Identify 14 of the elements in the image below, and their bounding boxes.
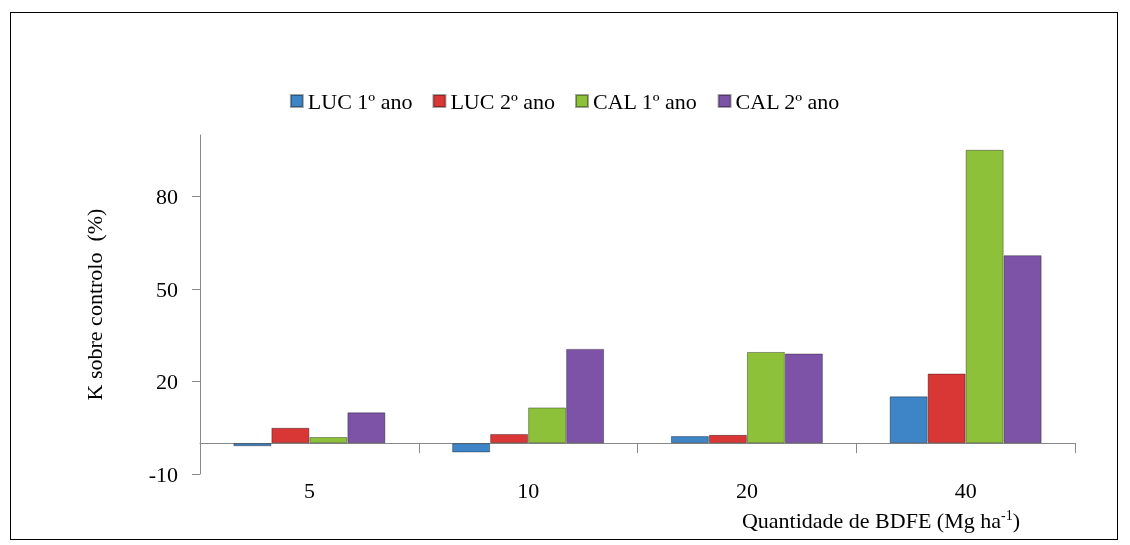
y-axis-title: K sobre controlo (%) (81, 208, 107, 401)
y-tick-label: -10 (148, 461, 178, 487)
x-tick-label: 10 (517, 477, 540, 503)
legend-label: LUC 2º ano (450, 88, 556, 114)
x-tick-label: 40 (954, 477, 977, 503)
legend-label: LUC 1º ano (307, 88, 413, 114)
y-tick-label: 50 (156, 276, 178, 302)
legend-label: CAL 1º ano (593, 88, 697, 114)
y-tick-label: 20 (156, 369, 178, 395)
bar (452, 443, 491, 453)
y-tick-label: 80 (156, 184, 178, 210)
x-tick-label: 20 (735, 477, 758, 503)
legend-label: CAL 2º ano (735, 88, 840, 114)
x-tick-label: 5 (303, 477, 315, 503)
